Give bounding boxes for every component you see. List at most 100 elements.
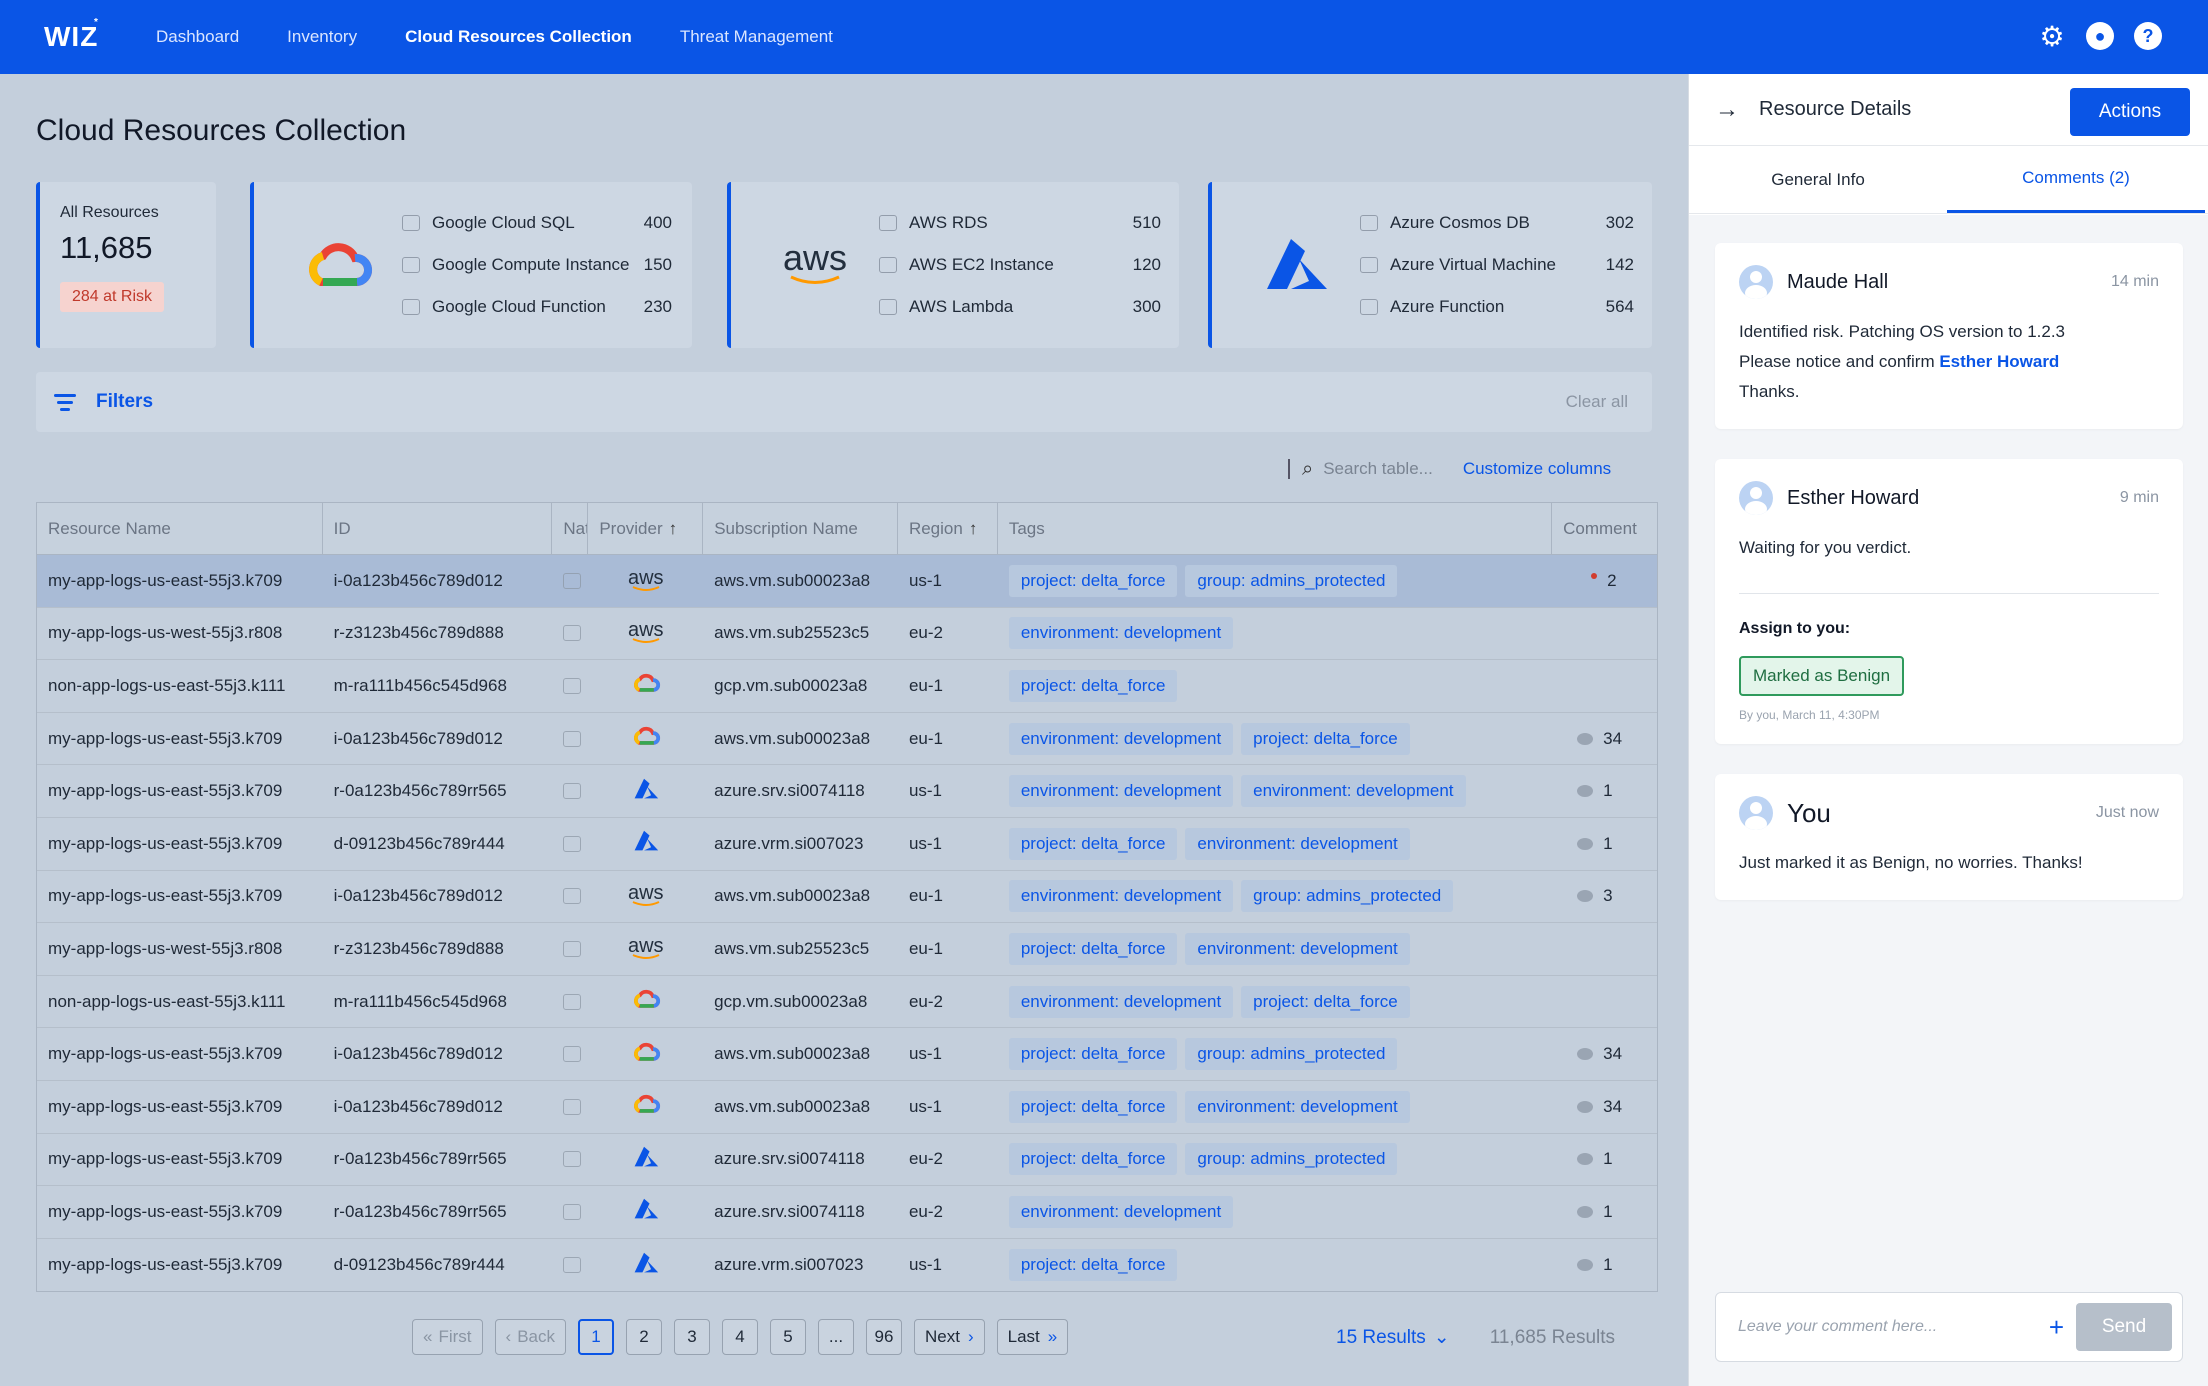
tag-chip[interactable]: project: delta_force xyxy=(1241,985,1410,1018)
tag-chip[interactable]: project: delta_force xyxy=(1008,669,1178,702)
all-resources-card[interactable]: All Resources 11,685 284 at Risk xyxy=(36,182,216,348)
plus-icon[interactable]: + xyxy=(2048,1311,2064,1342)
col-nat[interactable]: Nat xyxy=(552,503,589,554)
table-row[interactable]: my-app-logs-us-east-55j3.k709 i-0a123b456… xyxy=(37,871,1657,924)
cell-resource-name[interactable]: my-app-logs-us-west-55j3.r808 xyxy=(48,938,283,958)
table-row[interactable]: my-app-logs-us-east-55j3.k709 d-09123b456… xyxy=(37,818,1657,871)
table-row[interactable]: my-app-logs-us-east-55j3.k709 r-0a123b456… xyxy=(37,1186,1657,1239)
cell-resource-name[interactable]: my-app-logs-us-east-55j3.k709 xyxy=(48,1096,283,1116)
aws-ec2-row[interactable]: AWS EC2 Instance 120 xyxy=(879,244,1161,286)
nav-threat-management[interactable]: Threat Management xyxy=(679,27,833,46)
nav-inventory[interactable]: Inventory xyxy=(287,27,358,46)
tag-chip[interactable]: project: delta_force xyxy=(1008,1249,1178,1282)
gcp-sql-row[interactable]: Google Cloud SQL 400 xyxy=(402,202,672,244)
clear-all-button[interactable]: Clear all xyxy=(1565,392,1628,411)
cell-resource-name[interactable]: my-app-logs-us-east-55j3.k709 xyxy=(48,1044,283,1064)
azure-cosmos-row[interactable]: Azure Cosmos DB 302 xyxy=(1360,202,1634,244)
last-page-button[interactable]: Last » xyxy=(996,1319,1069,1355)
table-row[interactable]: non-app-logs-us-east-55j3.k111 m-ra111b45… xyxy=(37,660,1657,713)
col-tags[interactable]: Tags xyxy=(998,503,1553,554)
sort-up-icon[interactable]: ↑ xyxy=(968,518,978,538)
comment-count[interactable]: 34 xyxy=(1603,728,1623,748)
sort-up-icon[interactable]: ↑ xyxy=(668,518,678,538)
tag-chip[interactable]: project: delta_force xyxy=(1008,1090,1178,1123)
comment-count[interactable]: 1 xyxy=(1603,781,1613,801)
risk-badge[interactable]: 284 at Risk xyxy=(60,282,165,312)
page-5-button[interactable]: 5 xyxy=(769,1319,806,1355)
user-icon[interactable]: ● xyxy=(2086,22,2114,50)
col-resource-name[interactable]: Resource Name xyxy=(37,503,323,554)
col-region[interactable]: Region ↑ xyxy=(898,503,998,554)
tag-chip[interactable]: environment: development xyxy=(1008,880,1234,913)
cell-resource-name[interactable]: my-app-logs-us-east-55j3.k709 xyxy=(48,570,283,590)
tag-chip[interactable]: group: admins_protected xyxy=(1185,564,1398,597)
tag-chip[interactable]: group: admins_protected xyxy=(1185,1143,1398,1176)
tag-chip[interactable]: environment: development xyxy=(1008,985,1234,1018)
tag-chip[interactable]: project: delta_force xyxy=(1008,1038,1178,1071)
cell-resource-name[interactable]: my-app-logs-us-east-55j3.k709 xyxy=(48,1201,283,1221)
page-4-button[interactable]: 4 xyxy=(721,1319,758,1355)
col-id[interactable]: ID xyxy=(323,503,553,554)
next-page-button[interactable]: Next › xyxy=(913,1319,985,1355)
comment-input[interactable]: Leave your comment here... xyxy=(1738,1318,1938,1335)
cell-resource-name[interactable]: my-app-logs-us-east-55j3.k709 xyxy=(48,781,283,801)
cell-resource-name[interactable]: my-app-logs-us-east-55j3.k709 xyxy=(48,1255,283,1275)
cell-resource-name[interactable]: my-app-logs-us-east-55j3.k709 xyxy=(48,833,283,853)
cell-resource-name[interactable]: my-app-logs-us-east-55j3.k709 xyxy=(48,886,283,906)
tag-chip[interactable]: project: delta_force xyxy=(1008,827,1178,860)
tag-chip[interactable]: project: delta_force xyxy=(1008,564,1178,597)
table-row[interactable]: my-app-logs-us-west-55j3.r808 r-z3123b456… xyxy=(37,923,1657,976)
table-row[interactable]: my-app-logs-us-east-55j3.k709 d-09123b456… xyxy=(37,1239,1657,1292)
tag-chip[interactable]: environment: development xyxy=(1008,1195,1234,1228)
cell-resource-name[interactable]: my-app-logs-us-west-55j3.r808 xyxy=(48,623,283,643)
back-page-button[interactable]: ‹ Back xyxy=(494,1319,566,1355)
azure-function-row[interactable]: Azure Function 564 xyxy=(1360,286,1634,328)
col-subscription[interactable]: Subscription Name xyxy=(703,503,898,554)
page-96-button[interactable]: 96 xyxy=(865,1319,902,1355)
tag-chip[interactable]: group: admins_protected xyxy=(1185,1038,1398,1071)
col-provider[interactable]: Provider ↑ xyxy=(588,503,704,554)
table-row[interactable]: non-app-logs-us-east-55j3.k111 m-ra111b45… xyxy=(37,976,1657,1029)
page-ellipsis[interactable]: ... xyxy=(817,1319,854,1355)
table-row[interactable]: my-app-logs-us-east-55j3.k709 i-0a123b456… xyxy=(37,1081,1657,1134)
nav-cloud-resources[interactable]: Cloud Resources Collection xyxy=(405,27,632,46)
aws-lambda-row[interactable]: AWS Lambda 300 xyxy=(879,286,1161,328)
comment-count[interactable]: 1 xyxy=(1603,1149,1613,1169)
tab-comments[interactable]: Comments (2) xyxy=(1947,146,2205,213)
comment-count[interactable]: 1 xyxy=(1603,833,1613,853)
col-comment[interactable]: Comment xyxy=(1563,518,1637,538)
cell-resource-name[interactable]: non-app-logs-us-east-55j3.k111 xyxy=(48,675,286,695)
search-input[interactable]: Search table... xyxy=(1323,459,1433,478)
tag-chip[interactable]: project: delta_force xyxy=(1008,1143,1178,1176)
tag-chip[interactable]: environment: development xyxy=(1185,1090,1410,1123)
table-row[interactable]: my-app-logs-us-east-55j3.k709 i-0a123b456… xyxy=(37,555,1657,608)
comment-count[interactable]: 34 xyxy=(1603,1044,1623,1064)
table-row[interactable]: my-app-logs-us-west-55j3.r808 r-z3123b456… xyxy=(37,608,1657,661)
filters-label[interactable]: Filters xyxy=(96,391,154,412)
cell-resource-name[interactable]: non-app-logs-us-east-55j3.k111 xyxy=(48,991,286,1011)
azure-vm-row[interactable]: Azure Virtual Machine 142 xyxy=(1360,244,1634,286)
table-row[interactable]: my-app-logs-us-east-55j3.k709 i-0a123b456… xyxy=(37,713,1657,766)
comment-count[interactable]: 1 xyxy=(1603,1201,1613,1221)
table-row[interactable]: my-app-logs-us-east-55j3.k709 r-0a123b456… xyxy=(37,1134,1657,1187)
table-row[interactable]: my-app-logs-us-east-55j3.k709 i-0a123b456… xyxy=(37,1028,1657,1081)
mention-link[interactable]: Esther Howard xyxy=(1939,352,2060,371)
aws-rds-row[interactable]: AWS RDS 510 xyxy=(879,202,1161,244)
first-page-button[interactable]: « First xyxy=(412,1319,483,1355)
page-1-button[interactable]: 1 xyxy=(577,1319,614,1355)
cell-resource-name[interactable]: my-app-logs-us-east-55j3.k709 xyxy=(48,1149,283,1169)
help-icon[interactable]: ? xyxy=(2134,22,2162,50)
tag-chip[interactable]: environment: development xyxy=(1241,775,1466,808)
azure-card[interactable]: Azure Cosmos DB 302 Azure Virtual Machine… xyxy=(1208,182,1652,348)
tag-chip[interactable]: project: delta_force xyxy=(1241,722,1410,755)
comment-count[interactable]: 3 xyxy=(1603,886,1613,906)
page-2-button[interactable]: 2 xyxy=(625,1319,662,1355)
aws-card[interactable]: aws AWS RDS 510 AWS EC2 Instance 120 AWS L… xyxy=(727,182,1179,348)
tag-chip[interactable]: environment: development xyxy=(1008,617,1234,650)
gcp-function-row[interactable]: Google Cloud Function 230 xyxy=(402,286,672,328)
tag-chip[interactable]: environment: development xyxy=(1185,932,1410,965)
cell-resource-name[interactable]: my-app-logs-us-east-55j3.k709 xyxy=(48,728,283,748)
gear-icon[interactable]: ⚙ xyxy=(2039,20,2065,52)
send-button[interactable]: Send xyxy=(2076,1303,2172,1351)
tag-chip[interactable]: environment: development xyxy=(1008,722,1234,755)
